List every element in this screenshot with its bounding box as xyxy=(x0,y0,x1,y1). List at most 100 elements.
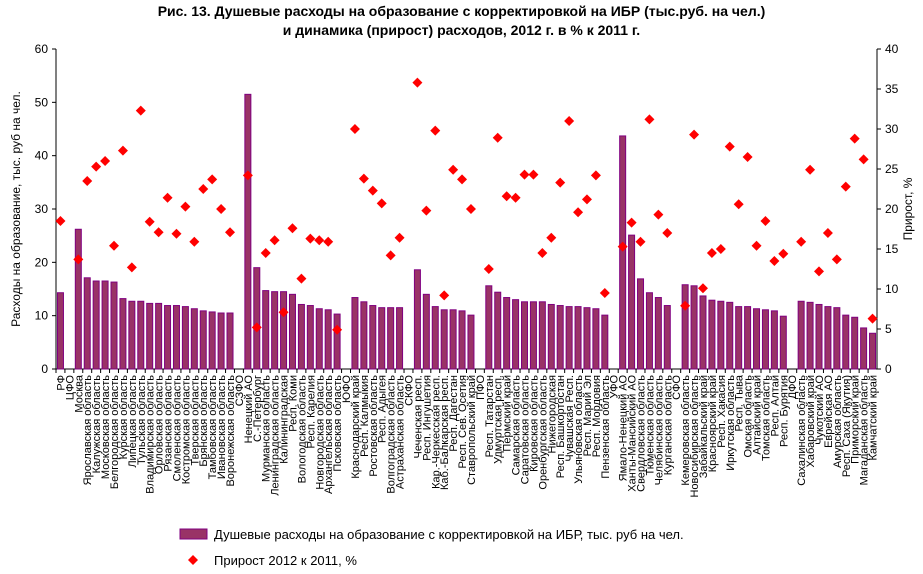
growth-marker xyxy=(73,254,84,265)
growth-marker xyxy=(840,181,851,192)
x-tick-label: Респ. Ингушетия xyxy=(421,375,433,461)
x-tick-label: Ненецкий АО xyxy=(243,375,255,444)
growth-marker xyxy=(189,236,200,247)
growth-marker xyxy=(867,313,878,324)
growth-marker xyxy=(697,283,708,294)
x-tick-label: Рязанская область xyxy=(163,375,175,472)
bar xyxy=(172,305,180,370)
x-tick-label: Респ. Татарстан xyxy=(484,375,496,457)
growth-marker xyxy=(385,250,396,261)
x-tick-label: Камчатский край xyxy=(868,375,880,460)
bar xyxy=(538,301,546,370)
growth-marker xyxy=(117,145,128,156)
growth-marker xyxy=(91,161,102,172)
right-tick-label: 15 xyxy=(885,242,899,256)
x-tick-label: Кировская область xyxy=(528,375,540,472)
growth-marker xyxy=(715,244,726,254)
x-tick-label: Оренбургская область xyxy=(537,375,549,490)
bar xyxy=(565,306,573,370)
bar xyxy=(422,293,430,370)
x-tick-label: Каб.-Балкарская респ. xyxy=(439,375,451,490)
x-tick-label: Ленинградская область xyxy=(270,375,282,496)
bar xyxy=(56,292,64,370)
x-tick-label: Тамбовская область xyxy=(207,375,219,480)
x-tick-label: Ямало-Ненецкий АО xyxy=(618,375,630,482)
bar xyxy=(217,312,225,370)
x-tick-label: Брянская область xyxy=(198,375,210,467)
bar xyxy=(449,309,457,370)
bar xyxy=(92,280,100,370)
x-tick-label: Респ. Алтай xyxy=(769,375,781,436)
x-tick-label: Тюменская область xyxy=(644,375,656,476)
left-tick-label: 20 xyxy=(35,255,49,269)
growth-marker xyxy=(439,290,450,301)
growth-marker xyxy=(465,204,476,214)
x-tick-label: Архангельская область xyxy=(323,375,335,494)
bar xyxy=(315,308,323,370)
bar xyxy=(512,299,520,370)
bar xyxy=(744,306,752,370)
bar xyxy=(137,300,145,370)
growth-marker xyxy=(269,235,280,246)
growth-marker xyxy=(778,248,789,259)
bar xyxy=(547,303,555,370)
x-tick-label: Респ. Сев. Осетия xyxy=(457,375,469,469)
chart-title-line1: Рис. 13. Душевые расходы на образование … xyxy=(157,3,766,19)
growth-marker xyxy=(742,152,753,162)
x-tick-label: Респ. Бурятия xyxy=(778,375,790,447)
left-tick-label: 60 xyxy=(35,42,49,56)
growth-marker xyxy=(358,173,369,184)
growth-marker xyxy=(510,192,521,203)
bar xyxy=(190,308,198,370)
growth-marker xyxy=(287,223,298,234)
x-tick-label: Приморский край xyxy=(850,375,862,464)
bar xyxy=(396,307,404,370)
growth-marker xyxy=(242,170,253,181)
bar xyxy=(288,293,296,370)
x-tick-label: Магаданская область xyxy=(859,375,871,486)
growth-marker xyxy=(180,201,191,212)
growth-marker xyxy=(733,199,744,210)
x-tick-label: ДФО xyxy=(787,375,799,400)
right-tick-label: 30 xyxy=(885,122,899,136)
growth-marker xyxy=(225,227,236,238)
bar xyxy=(119,298,127,370)
x-tick-label: Чеченская респ. xyxy=(412,375,424,458)
growth-marker xyxy=(278,307,289,318)
x-tick-label: ЮФО xyxy=(341,375,353,403)
bar xyxy=(529,301,537,370)
x-tick-label: Респ. Башкортостан xyxy=(555,375,567,478)
growth-marker xyxy=(55,216,66,226)
x-tick-label: УФО xyxy=(609,375,621,399)
x-tick-label: Чукотский АО xyxy=(814,375,826,445)
x-tick-label: СКФО xyxy=(403,375,415,406)
growth-marker xyxy=(573,207,584,218)
bar xyxy=(280,291,288,370)
x-tick-label: Сахалинская область xyxy=(796,375,808,486)
x-tick-label: Костромская область xyxy=(180,375,192,485)
growth-marker xyxy=(430,125,441,136)
x-tick-label: Псковская область xyxy=(332,375,344,472)
x-tick-label: Ярославская область xyxy=(82,375,94,486)
growth-marker xyxy=(171,228,182,239)
x-tick-label: Забайкальский край xyxy=(698,375,710,478)
bar xyxy=(413,269,421,370)
x-tick-label: Тверская область xyxy=(189,375,201,466)
bar xyxy=(726,301,734,370)
left-tick-label: 50 xyxy=(35,95,49,109)
x-tick-label: СЗФО xyxy=(234,375,246,407)
growth-marker xyxy=(457,174,468,185)
bar xyxy=(601,314,609,370)
bar xyxy=(770,310,778,370)
growth-marker xyxy=(689,129,700,140)
x-tick-label: Респ. Саха (Якутия) xyxy=(841,375,853,477)
right-tick-label: 5 xyxy=(885,322,892,336)
x-tick-label: Ульяновская область xyxy=(573,375,585,484)
growth-marker xyxy=(198,184,209,194)
right-tick-label: 0 xyxy=(885,362,892,376)
bar xyxy=(155,302,163,370)
growth-marker xyxy=(314,235,325,246)
x-tick-label: Респ. Хакасия xyxy=(716,375,728,448)
legend-marker-swatch xyxy=(188,555,198,565)
